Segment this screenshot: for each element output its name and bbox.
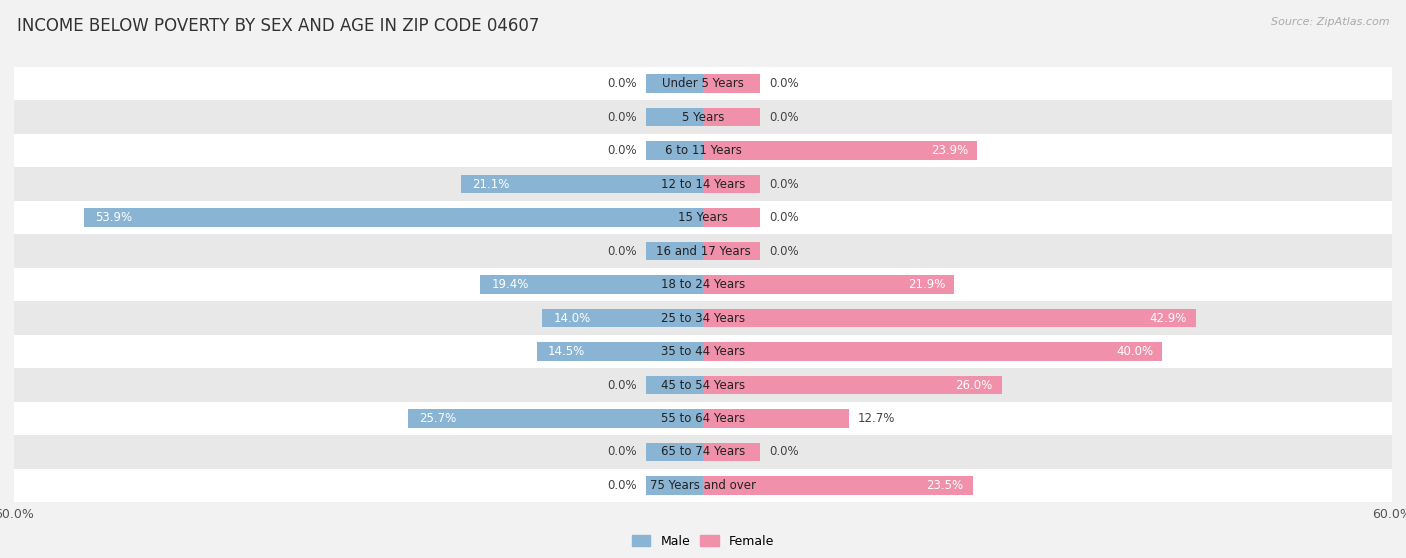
Text: 55 to 64 Years: 55 to 64 Years: [661, 412, 745, 425]
Text: 16 and 17 Years: 16 and 17 Years: [655, 244, 751, 258]
Bar: [14, 201, 1392, 234]
Bar: [14, 335, 1392, 368]
Bar: [703, 141, 977, 160]
Text: 0.0%: 0.0%: [607, 244, 637, 258]
Text: 65 to 74 Years: 65 to 74 Years: [661, 445, 745, 459]
Bar: [645, 242, 703, 260]
Text: 0.0%: 0.0%: [607, 378, 637, 392]
Text: 25 to 34 Years: 25 to 34 Years: [661, 311, 745, 325]
Text: 0.0%: 0.0%: [769, 77, 799, 90]
Bar: [543, 309, 703, 327]
Bar: [703, 175, 761, 193]
Text: 0.0%: 0.0%: [769, 110, 799, 124]
Bar: [703, 74, 761, 93]
Bar: [14, 134, 1392, 167]
Text: 21.9%: 21.9%: [908, 278, 945, 291]
Bar: [645, 477, 703, 495]
Bar: [645, 376, 703, 394]
Bar: [14, 234, 1392, 268]
Text: Source: ZipAtlas.com: Source: ZipAtlas.com: [1271, 17, 1389, 27]
Text: 53.9%: 53.9%: [96, 211, 132, 224]
Bar: [408, 410, 703, 428]
Bar: [703, 108, 761, 127]
Bar: [14, 435, 1392, 469]
Bar: [703, 242, 761, 260]
Bar: [645, 141, 703, 160]
Text: 0.0%: 0.0%: [607, 445, 637, 459]
Bar: [481, 275, 703, 294]
Text: 0.0%: 0.0%: [769, 445, 799, 459]
Bar: [645, 443, 703, 461]
Bar: [461, 175, 703, 193]
Bar: [703, 376, 1001, 394]
Bar: [84, 209, 703, 227]
Text: 0.0%: 0.0%: [607, 110, 637, 124]
Bar: [14, 368, 1392, 402]
Text: 21.1%: 21.1%: [472, 177, 509, 191]
Text: 42.9%: 42.9%: [1149, 311, 1187, 325]
Text: 0.0%: 0.0%: [607, 479, 637, 492]
Text: 0.0%: 0.0%: [769, 244, 799, 258]
Text: 14.0%: 14.0%: [554, 311, 591, 325]
Text: 12 to 14 Years: 12 to 14 Years: [661, 177, 745, 191]
Legend: Male, Female: Male, Female: [627, 530, 779, 552]
Text: 15 Years: 15 Years: [678, 211, 728, 224]
Text: 0.0%: 0.0%: [607, 144, 637, 157]
Text: Under 5 Years: Under 5 Years: [662, 77, 744, 90]
Text: 6 to 11 Years: 6 to 11 Years: [665, 144, 741, 157]
Text: INCOME BELOW POVERTY BY SEX AND AGE IN ZIP CODE 04607: INCOME BELOW POVERTY BY SEX AND AGE IN Z…: [17, 17, 540, 35]
Bar: [703, 343, 1163, 361]
Bar: [645, 108, 703, 127]
Bar: [703, 275, 955, 294]
Text: 0.0%: 0.0%: [769, 211, 799, 224]
Bar: [703, 209, 761, 227]
Text: 45 to 54 Years: 45 to 54 Years: [661, 378, 745, 392]
Text: 25.7%: 25.7%: [419, 412, 457, 425]
Text: 23.9%: 23.9%: [931, 144, 969, 157]
Text: 18 to 24 Years: 18 to 24 Years: [661, 278, 745, 291]
Text: 40.0%: 40.0%: [1116, 345, 1153, 358]
Bar: [703, 443, 761, 461]
Bar: [14, 268, 1392, 301]
Text: 23.5%: 23.5%: [927, 479, 963, 492]
Bar: [14, 67, 1392, 100]
Text: 12.7%: 12.7%: [858, 412, 896, 425]
Bar: [537, 343, 703, 361]
Text: 0.0%: 0.0%: [607, 77, 637, 90]
Bar: [14, 469, 1392, 502]
Text: 75 Years and over: 75 Years and over: [650, 479, 756, 492]
Text: 0.0%: 0.0%: [769, 177, 799, 191]
Bar: [703, 309, 1195, 327]
Text: 19.4%: 19.4%: [492, 278, 529, 291]
Bar: [645, 74, 703, 93]
Text: 5 Years: 5 Years: [682, 110, 724, 124]
Bar: [14, 167, 1392, 201]
Text: 26.0%: 26.0%: [955, 378, 993, 392]
Bar: [14, 100, 1392, 134]
Bar: [14, 402, 1392, 435]
Bar: [703, 410, 849, 428]
Text: 35 to 44 Years: 35 to 44 Years: [661, 345, 745, 358]
Text: 14.5%: 14.5%: [548, 345, 585, 358]
Bar: [14, 301, 1392, 335]
Bar: [703, 477, 973, 495]
